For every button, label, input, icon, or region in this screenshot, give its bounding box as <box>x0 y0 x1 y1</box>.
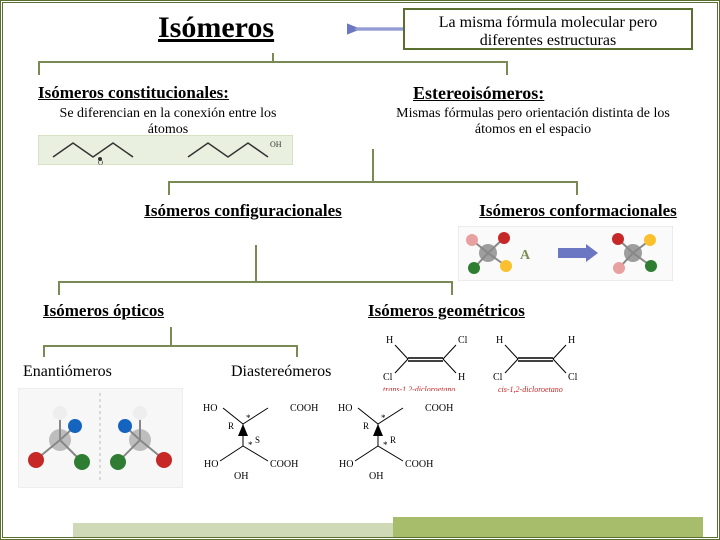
svg-text:cis-1,2-dicloroetano: cis-1,2-dicloroetano <box>498 385 563 394</box>
bracket-stereo <box>168 181 578 195</box>
main-title: Isómeros <box>158 11 274 45</box>
definition-box: La misma fórmula molecular pero diferent… <box>403 8 693 50</box>
diastereomers-sketch: HO COOH R* *S COOH HO OH HO COOH R* *R C… <box>198 391 458 486</box>
svg-text:R: R <box>228 421 234 431</box>
oh-label: OH <box>270 140 282 149</box>
svg-text:OH: OH <box>234 471 248 482</box>
geometric-title: Isómeros geométricos <box>368 301 525 321</box>
stereo-desc: Mismas fórmulas pero orientación distint… <box>383 106 683 146</box>
geometric-sketch: H Cl Cl H H Cl H Cl trans-1,2-dicloroeta… <box>373 323 603 395</box>
bracket-config-stem <box>255 245 257 283</box>
enantiomers-title: Enantiómeros <box>23 363 112 381</box>
footer-decor <box>3 511 720 537</box>
footer-decor-seg1 <box>73 523 393 537</box>
svg-text:*: * <box>248 440 253 450</box>
svg-text:*: * <box>383 440 388 450</box>
svg-text:R: R <box>363 421 369 431</box>
svg-text:Cl: Cl <box>493 372 503 383</box>
configurational-title: Isómeros configuracionales <box>143 201 343 221</box>
enantiomers-sketch <box>18 388 183 488</box>
bracket-optic-stem <box>170 327 172 347</box>
svg-text:Cl: Cl <box>383 372 393 383</box>
bracket-stereo-stem <box>372 149 374 183</box>
conformational-title: Isómeros conformacionales <box>453 201 703 221</box>
svg-text:HO: HO <box>339 459 353 470</box>
bracket-config <box>58 281 453 295</box>
constitutional-title: Isómeros constitucionales: <box>38 83 229 103</box>
svg-text:HO: HO <box>338 403 352 414</box>
bracket-main <box>38 61 508 75</box>
svg-text:COOH: COOH <box>290 403 318 414</box>
svg-text:Cl: Cl <box>458 335 468 346</box>
svg-text:*: * <box>246 413 251 423</box>
svg-text:COOH: COOH <box>425 403 453 414</box>
svg-text:H: H <box>568 335 575 346</box>
bracket-optic <box>43 345 298 357</box>
svg-text:HO: HO <box>204 459 218 470</box>
svg-text:S: S <box>255 435 260 445</box>
arrow-definition-to-title <box>347 17 407 41</box>
optical-title: Isómeros ópticos <box>43 301 164 321</box>
svg-text:A: A <box>520 248 531 263</box>
conformational-sketch: A <box>458 226 673 281</box>
svg-text:R: R <box>390 435 396 445</box>
svg-text:COOH: COOH <box>270 459 298 470</box>
svg-text:O: O <box>98 159 103 165</box>
svg-text:H: H <box>496 335 503 346</box>
svg-text:COOH: COOH <box>405 459 433 470</box>
svg-text:OH: OH <box>369 471 383 482</box>
stereo-title: Estereoisómeros: <box>413 83 544 104</box>
svg-text:HO: HO <box>203 403 217 414</box>
constitutional-structures-sketch: O OH <box>38 135 293 165</box>
svg-text:Cl: Cl <box>568 372 578 383</box>
svg-text:H: H <box>458 372 465 383</box>
bracket-main-stem <box>272 53 274 63</box>
footer-decor-seg2 <box>393 517 703 537</box>
diastereomers-title: Diastereómeros <box>231 363 331 381</box>
svg-text:H: H <box>386 335 393 346</box>
svg-text:*: * <box>381 413 386 423</box>
